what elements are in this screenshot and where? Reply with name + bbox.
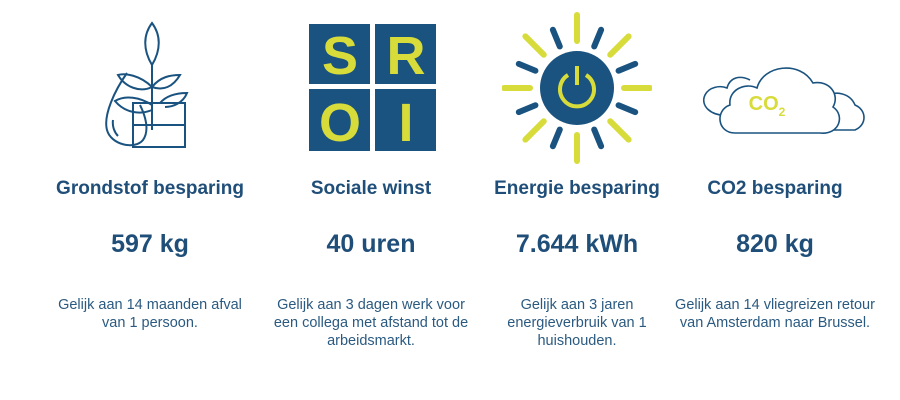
sun-ray <box>522 118 547 143</box>
stat-description: Gelijk aan 14 vliegreizen retour van Ams… <box>675 297 875 331</box>
stat-value: 40 uren <box>326 230 416 258</box>
sun-ray <box>607 33 632 58</box>
sroi-logo: S RO I <box>309 24 436 151</box>
stat-value: 820 kg <box>736 230 814 258</box>
stat-title: Energie besparing <box>494 178 660 199</box>
co2-cloud-icon: CO2 <box>703 67 865 134</box>
svg-text:I: I <box>398 93 413 151</box>
sun-ray <box>515 60 539 74</box>
sun-ray <box>607 118 632 143</box>
sun-ray <box>549 26 563 50</box>
stat-description: Gelijk aan 3 jaren energieverbruik van 1… <box>507 297 647 349</box>
stat-description: Gelijk aan 3 dagen werk voor een collega… <box>273 297 469 349</box>
stat-title: Sociale winst <box>310 178 432 199</box>
stat-description: Gelijk aan 14 maanden afval van 1 persoo… <box>58 297 242 331</box>
svg-text:S: S <box>322 26 358 86</box>
sun-ray <box>591 26 605 50</box>
plant-water-drop-boxes-icon <box>105 21 189 148</box>
sun-ray <box>615 102 639 116</box>
sun-ray <box>515 102 539 116</box>
sun-ray <box>591 126 605 150</box>
stat-value: 7.644 kWh <box>515 230 639 258</box>
sun-ray <box>549 126 563 150</box>
sun-ray <box>522 33 547 58</box>
sun-power-icon <box>502 12 652 164</box>
sun-ray <box>615 60 639 74</box>
stat-title: Grondstof besparing <box>56 178 244 199</box>
stat-title: CO2 besparing <box>707 178 843 199</box>
stat-value: 597 kg <box>111 230 189 258</box>
svg-text:R: R <box>387 26 426 86</box>
svg-text:O: O <box>319 93 361 151</box>
